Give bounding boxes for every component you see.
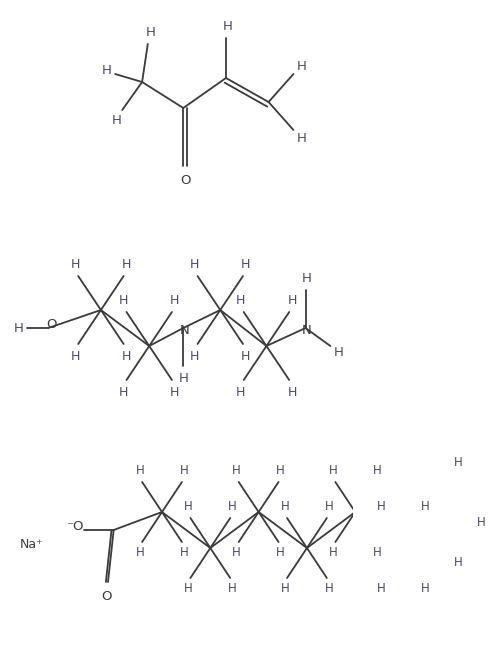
Text: H: H	[241, 257, 250, 270]
Text: H: H	[297, 131, 307, 144]
Text: H: H	[421, 500, 430, 514]
Text: H: H	[236, 294, 246, 307]
Text: H: H	[334, 346, 344, 359]
Text: H: H	[71, 350, 80, 363]
Text: H: H	[136, 465, 144, 478]
Text: H: H	[280, 500, 289, 514]
Text: H: H	[302, 272, 312, 285]
Text: O: O	[180, 174, 191, 187]
Text: H: H	[454, 456, 463, 469]
Text: H: H	[280, 582, 289, 595]
Text: H: H	[325, 500, 333, 514]
Text: H: H	[13, 322, 23, 335]
Text: H: H	[228, 582, 237, 595]
Text: H: H	[232, 547, 241, 560]
Text: H: H	[178, 372, 188, 385]
Text: H: H	[184, 500, 193, 514]
Text: H: H	[170, 385, 179, 398]
Text: O: O	[101, 590, 112, 603]
Text: H: H	[329, 547, 337, 560]
Text: H: H	[190, 350, 199, 363]
Text: N: N	[180, 324, 190, 337]
Text: H: H	[421, 582, 430, 595]
Text: H: H	[477, 515, 486, 528]
Text: ⁻O: ⁻O	[67, 521, 84, 534]
Text: H: H	[102, 64, 111, 77]
Text: H: H	[373, 547, 382, 560]
Text: H: H	[287, 294, 297, 307]
Text: H: H	[119, 294, 128, 307]
Text: H: H	[146, 25, 156, 38]
Text: O: O	[47, 318, 57, 332]
Text: H: H	[276, 547, 285, 560]
Text: H: H	[112, 114, 121, 127]
Text: H: H	[241, 350, 250, 363]
Text: H: H	[179, 547, 188, 560]
Text: H: H	[325, 582, 333, 595]
Text: H: H	[454, 556, 463, 569]
Text: H: H	[373, 465, 382, 478]
Text: H: H	[236, 385, 246, 398]
Text: H: H	[329, 465, 337, 478]
Text: H: H	[223, 20, 232, 32]
Text: H: H	[136, 547, 144, 560]
Text: H: H	[276, 465, 285, 478]
Text: H: H	[190, 257, 199, 270]
Text: H: H	[377, 500, 386, 514]
Text: Na⁺: Na⁺	[20, 538, 44, 551]
Text: H: H	[297, 60, 307, 73]
Text: H: H	[71, 257, 80, 270]
Text: H: H	[287, 385, 297, 398]
Text: H: H	[122, 257, 131, 270]
Text: H: H	[119, 385, 128, 398]
Text: H: H	[184, 582, 193, 595]
Text: H: H	[377, 582, 386, 595]
Text: H: H	[232, 465, 241, 478]
Text: H: H	[122, 350, 131, 363]
Text: H: H	[179, 465, 188, 478]
Text: N: N	[302, 324, 312, 337]
Text: H: H	[228, 500, 237, 514]
Text: H: H	[170, 294, 179, 307]
